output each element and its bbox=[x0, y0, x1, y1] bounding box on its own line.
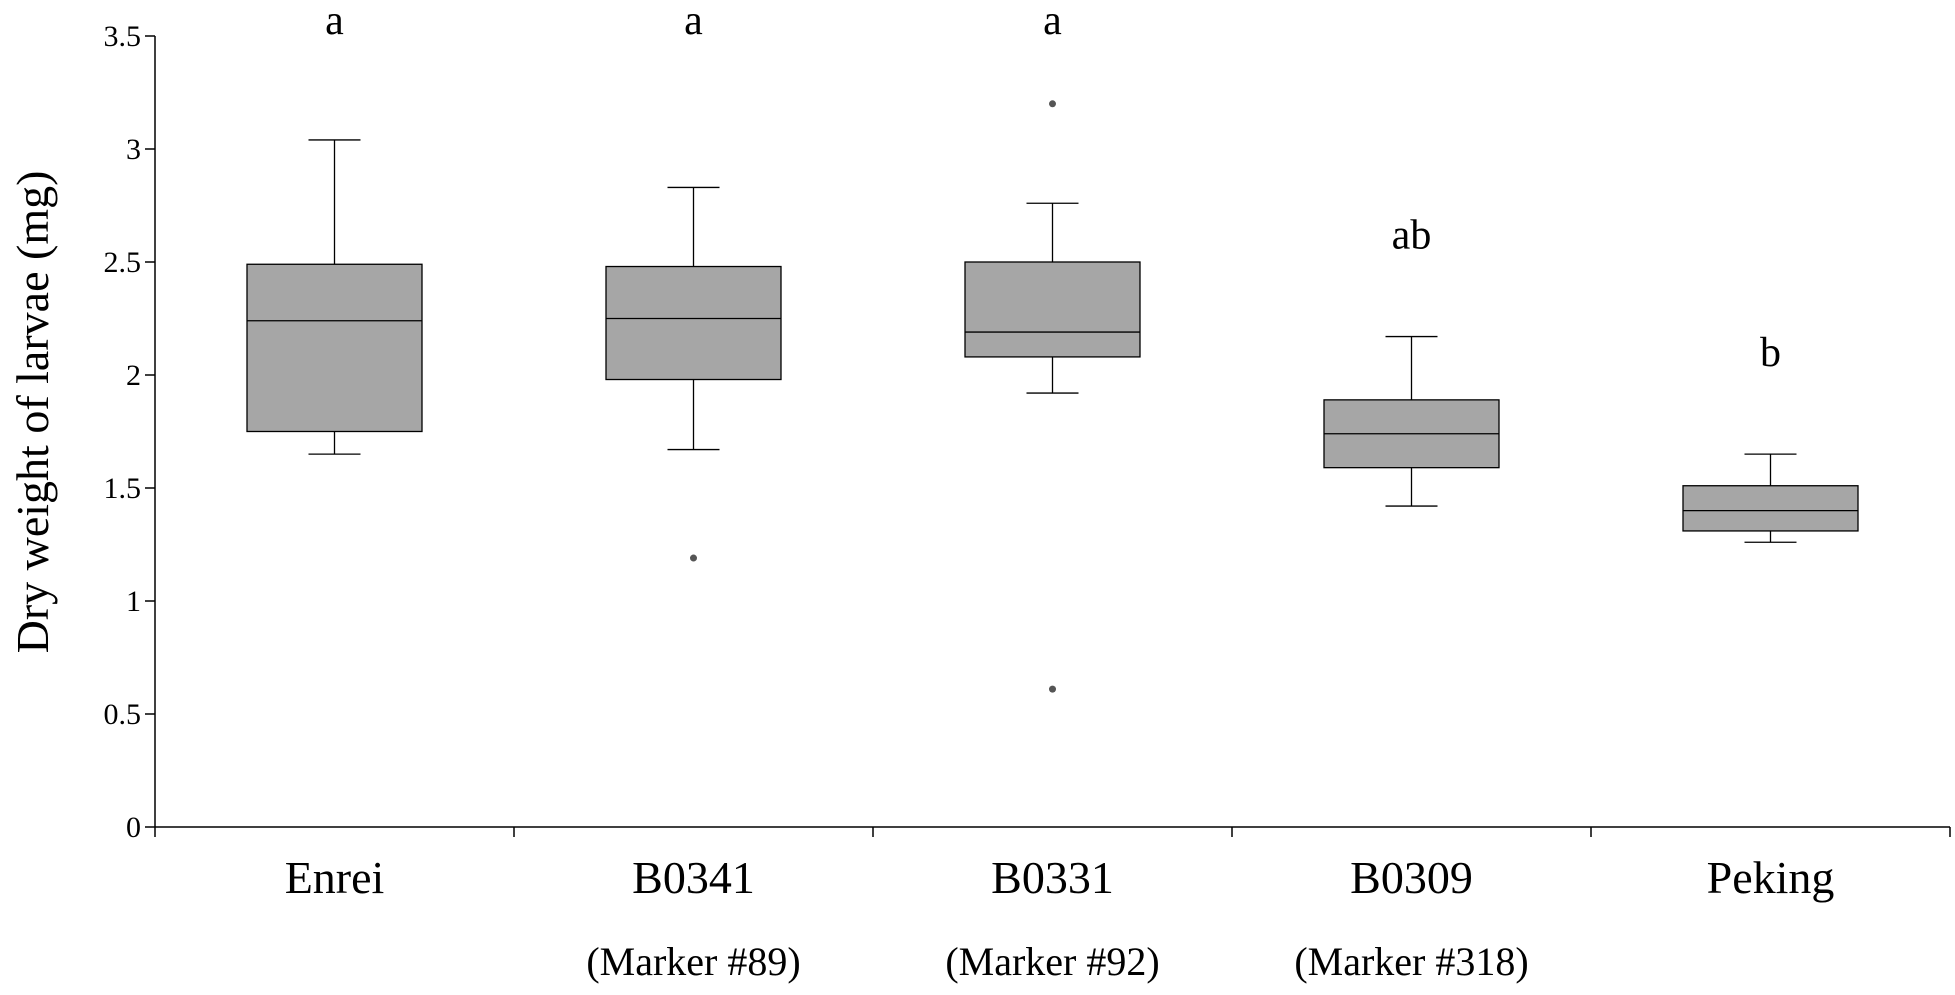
y-axis: 0 0.5 1 1.5 2 2.5 3 3.5 bbox=[104, 20, 156, 844]
y-tick-label: 0.5 bbox=[104, 698, 142, 731]
iqr-box bbox=[1682, 485, 1859, 532]
y-tick-label: 0 bbox=[126, 811, 141, 844]
iqr-box bbox=[246, 263, 423, 433]
category-sublabel: (Marker #89) bbox=[586, 939, 800, 984]
outlier-point bbox=[1049, 100, 1056, 108]
y-tick-label: 3.5 bbox=[104, 20, 142, 53]
significance-letter: a bbox=[1043, 0, 1062, 44]
y-tick-label: 3 bbox=[126, 133, 141, 166]
boxes bbox=[246, 100, 1859, 693]
significance-letter: a bbox=[325, 0, 344, 44]
y-tick-label: 1.5 bbox=[104, 472, 142, 505]
box-peking bbox=[1682, 453, 1859, 543]
outlier-point bbox=[1049, 685, 1056, 693]
box-b0331 bbox=[964, 100, 1141, 693]
outlier-point bbox=[690, 554, 697, 562]
y-tick-label: 2 bbox=[126, 359, 141, 392]
y-axis-label: Dry weight of larvae (mg) bbox=[7, 171, 58, 654]
iqr-box bbox=[605, 265, 782, 381]
category-label: Enrei bbox=[285, 852, 385, 903]
y-tick-label: 1 bbox=[126, 585, 141, 618]
significance-letter: b bbox=[1760, 330, 1781, 376]
box-b0309 bbox=[1323, 335, 1500, 507]
iqr-box bbox=[964, 261, 1141, 358]
category-labels: a Enrei a B0341 (Marker #89) a B0331 (Marker #9… bbox=[285, 0, 1835, 984]
category-label: B0341 bbox=[632, 852, 755, 903]
significance-letter: ab bbox=[1392, 213, 1432, 259]
category-label: Peking bbox=[1707, 852, 1835, 903]
significance-letter: a bbox=[684, 0, 703, 44]
category-sublabel: (Marker #92) bbox=[945, 939, 1159, 984]
x-axis bbox=[154, 826, 1951, 837]
box-enrei bbox=[246, 139, 423, 455]
category-sublabel: (Marker #318) bbox=[1294, 939, 1528, 984]
box-b0341 bbox=[605, 186, 782, 562]
y-tick-label: 2.5 bbox=[104, 246, 142, 279]
category-label: B0309 bbox=[1350, 852, 1473, 903]
category-label: B0331 bbox=[991, 852, 1114, 903]
